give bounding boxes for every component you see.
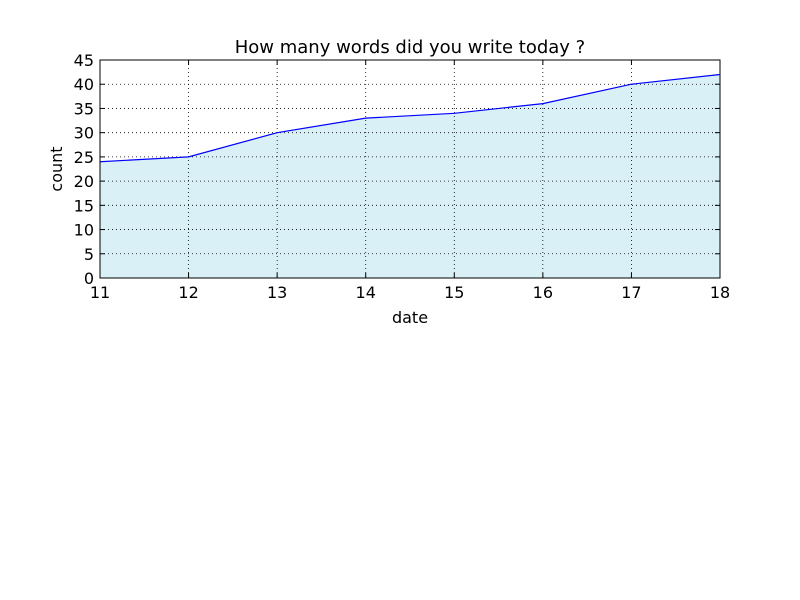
- x-tick-label: 14: [356, 283, 376, 302]
- y-tick-label: 35: [74, 99, 94, 118]
- x-tick-label: 13: [267, 283, 287, 302]
- x-tick-label: 11: [90, 283, 110, 302]
- axis-ticks: [99, 59, 721, 279]
- y-tick-label: 20: [74, 172, 94, 191]
- chart-title: How many words did you write today ?: [235, 37, 585, 58]
- y-tick-label: 45: [74, 51, 94, 70]
- plot-frame: [99, 59, 721, 279]
- x-tick-label: 18: [710, 283, 730, 302]
- y-tick-label: 0: [84, 269, 94, 288]
- x-tick-label: 16: [533, 283, 553, 302]
- tick-labels: 11 12 13 14 15 16 17 18 0 5 10 15 20 25 30 35 40 45: [74, 51, 731, 302]
- y-tick-label: 10: [74, 221, 94, 240]
- x-tick-label: 17: [621, 283, 641, 302]
- area-fill: [100, 74, 720, 279]
- y-tick-label: 40: [74, 75, 94, 94]
- y-tick-label: 5: [84, 245, 94, 264]
- y-axis-label: count: [47, 146, 66, 191]
- x-tick-label: 12: [178, 283, 198, 302]
- y-tick-label: 25: [74, 148, 94, 167]
- y-tick-label: 30: [74, 124, 94, 143]
- x-axis-label: date: [392, 308, 428, 327]
- x-tick-label: 15: [444, 283, 464, 302]
- y-tick-label: 15: [74, 196, 94, 215]
- series-line: [99, 73, 721, 163]
